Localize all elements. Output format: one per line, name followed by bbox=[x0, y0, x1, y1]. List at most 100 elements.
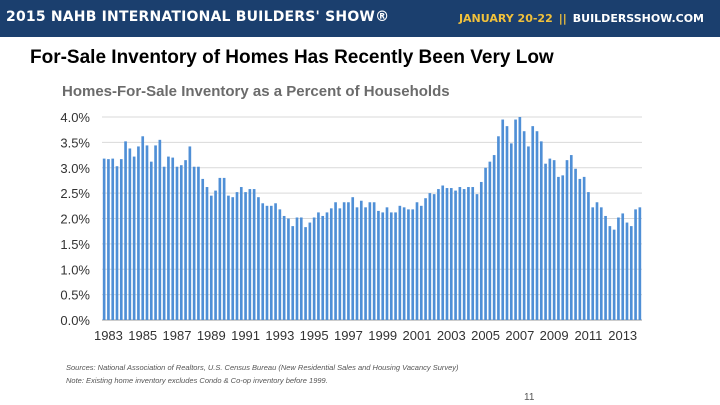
bar bbox=[372, 202, 376, 320]
bar bbox=[261, 203, 265, 320]
bar bbox=[137, 146, 140, 320]
bar bbox=[175, 166, 179, 320]
bar bbox=[377, 210, 380, 320]
bar bbox=[595, 202, 599, 320]
bar bbox=[265, 205, 269, 320]
y-tick-label: 1.5% bbox=[60, 237, 90, 252]
bar bbox=[167, 156, 170, 320]
bar bbox=[497, 136, 500, 320]
bar bbox=[368, 202, 372, 320]
bar bbox=[441, 185, 445, 320]
bar bbox=[604, 215, 607, 320]
y-tick-label: 3.0% bbox=[60, 161, 90, 176]
header-separator: || bbox=[558, 12, 567, 25]
bar bbox=[231, 197, 235, 320]
bar bbox=[222, 177, 226, 320]
bar bbox=[209, 195, 213, 320]
bar bbox=[514, 119, 517, 320]
bar bbox=[342, 202, 346, 320]
bar bbox=[244, 192, 247, 320]
x-tick-label: 1999 bbox=[368, 328, 397, 343]
bar bbox=[428, 193, 432, 321]
bar bbox=[282, 215, 286, 320]
bar bbox=[158, 139, 162, 320]
bar bbox=[257, 197, 260, 320]
bar bbox=[201, 178, 205, 320]
bar bbox=[295, 217, 299, 320]
bar bbox=[128, 148, 132, 320]
bar bbox=[218, 177, 222, 320]
bar bbox=[488, 161, 492, 320]
bar bbox=[248, 189, 252, 320]
x-tick-label: 1985 bbox=[128, 328, 157, 343]
bar bbox=[548, 158, 552, 320]
bar bbox=[449, 188, 453, 320]
bar bbox=[582, 176, 586, 320]
page-number: 11 bbox=[524, 392, 535, 403]
bar bbox=[317, 212, 320, 320]
bar bbox=[145, 145, 149, 320]
bar bbox=[398, 205, 402, 320]
bar bbox=[321, 215, 325, 320]
x-tick-label: 1991 bbox=[231, 328, 260, 343]
bar bbox=[419, 205, 423, 320]
bar bbox=[467, 187, 470, 320]
bar bbox=[214, 190, 217, 320]
bar bbox=[107, 159, 110, 320]
bar bbox=[505, 126, 509, 320]
event-website[interactable]: BUILDERSSHOW.COM bbox=[572, 12, 704, 25]
bar bbox=[115, 166, 119, 320]
bar bbox=[402, 207, 406, 320]
x-tick-label: 2003 bbox=[437, 328, 466, 343]
event-dates: JANUARY 20-22 bbox=[458, 12, 553, 25]
bar bbox=[578, 178, 582, 320]
bar bbox=[527, 146, 530, 320]
bar bbox=[479, 181, 483, 320]
bar bbox=[252, 189, 256, 320]
slide-title: For-Sale Inventory of Homes Has Recently… bbox=[30, 47, 554, 68]
bar bbox=[149, 161, 153, 320]
bar bbox=[299, 217, 303, 320]
y-tick-label: 0.5% bbox=[60, 288, 90, 303]
chart-gridlines bbox=[102, 116, 642, 321]
x-axis: 1983 1985 1987 1989 1991 1993 1995 1997 1999 2001… bbox=[94, 328, 637, 343]
bar bbox=[518, 117, 522, 320]
bar bbox=[574, 168, 577, 320]
bar bbox=[197, 166, 200, 320]
bar bbox=[141, 136, 145, 320]
bar bbox=[274, 203, 277, 320]
event-title: 2015 NAHB INTERNATIONAL BUILDERS' SHOW® bbox=[6, 9, 390, 25]
bar bbox=[291, 226, 295, 320]
bar bbox=[269, 205, 273, 320]
x-tick-label: 2005 bbox=[471, 328, 500, 343]
bar bbox=[227, 195, 230, 320]
header-banner: 2015 NAHB INTERNATIONAL BUILDERS' SHOW® … bbox=[0, 0, 720, 37]
y-tick-label: 3.5% bbox=[60, 135, 90, 150]
bar bbox=[325, 212, 329, 320]
bar bbox=[522, 131, 526, 320]
x-tick-label: 1997 bbox=[334, 328, 363, 343]
chart-bars bbox=[102, 117, 642, 321]
bar bbox=[351, 197, 355, 320]
bar bbox=[355, 207, 359, 320]
bar bbox=[338, 208, 342, 320]
bar bbox=[304, 227, 307, 320]
bar bbox=[119, 159, 123, 320]
bar bbox=[462, 189, 466, 320]
inventory-note: Note: Existing home inventory excludes C… bbox=[66, 376, 328, 385]
bar bbox=[329, 208, 333, 320]
bar bbox=[509, 143, 513, 320]
event-info: JANUARY 20-22 || BUILDERSSHOW.COM bbox=[459, 12, 704, 25]
y-tick-label: 1.0% bbox=[60, 262, 90, 277]
bar bbox=[587, 192, 590, 320]
bar bbox=[389, 212, 393, 320]
bar bbox=[364, 207, 367, 320]
bar bbox=[458, 187, 462, 320]
bar bbox=[124, 141, 127, 320]
bar bbox=[629, 226, 633, 320]
x-tick-label: 1983 bbox=[94, 328, 123, 343]
x-tick-label: 1993 bbox=[265, 328, 294, 343]
bar bbox=[565, 160, 569, 320]
bar bbox=[154, 145, 157, 320]
